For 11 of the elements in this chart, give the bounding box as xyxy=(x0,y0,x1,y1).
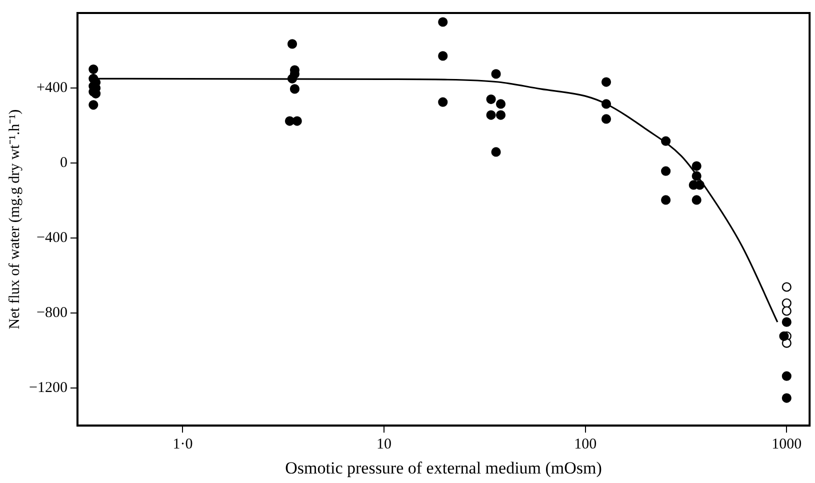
x-tick-label: 1·0 xyxy=(172,436,193,453)
y-tick-label: 0 xyxy=(60,154,68,171)
x-tick-label: 1000 xyxy=(772,436,802,453)
y-axis-title: Net flux of water (mg.g dry wt⁻¹.h⁻¹) xyxy=(6,109,23,330)
y-tick-label: −400 xyxy=(36,230,68,246)
y-tick-label: −1200 xyxy=(28,380,68,396)
y-tick-label: −800 xyxy=(36,305,68,322)
y-tick-label: +400 xyxy=(36,80,68,96)
x-axis-title: Osmotic pressure of external medium (mOsm) xyxy=(285,458,602,478)
x-tick-label: 100 xyxy=(574,436,597,453)
x-tick-label: 10 xyxy=(376,436,392,453)
